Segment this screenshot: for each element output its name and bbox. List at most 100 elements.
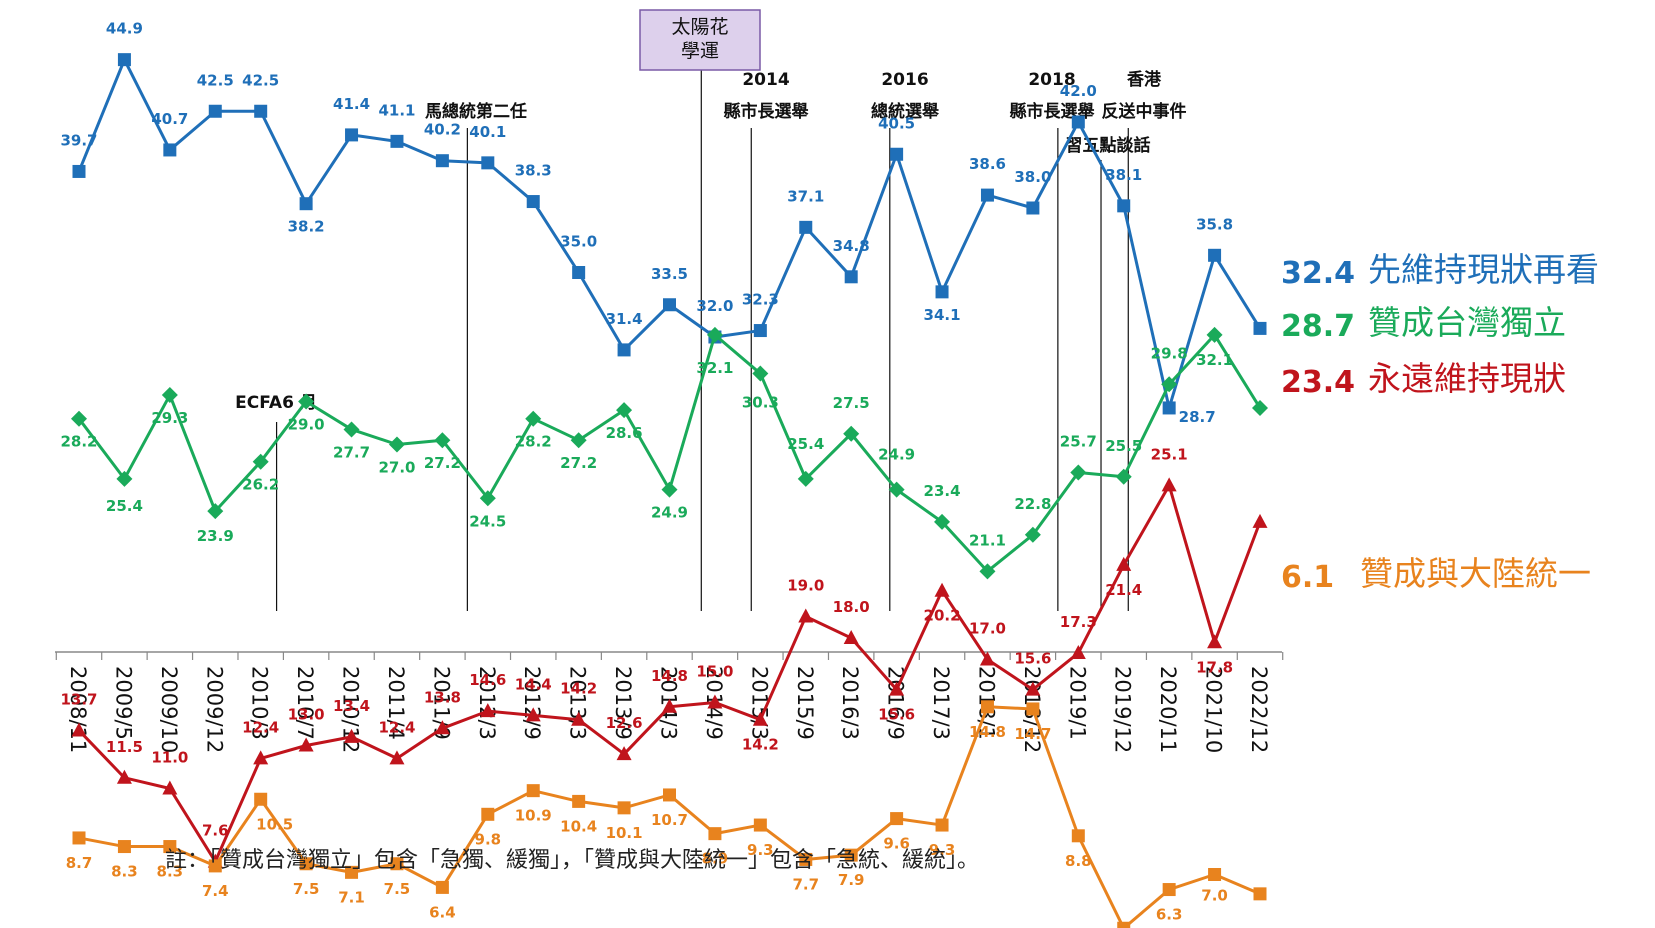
event-label: 馬總統第二任	[425, 101, 527, 122]
data-label: 30.3	[742, 394, 779, 412]
data-label: 42.5	[197, 71, 234, 89]
data-label: 12.4	[378, 718, 415, 736]
data-point	[117, 840, 131, 854]
data-point	[1025, 681, 1041, 696]
data-label: 23.4	[924, 482, 961, 500]
data-label: 14.7	[1014, 725, 1051, 743]
x-tick-label: 2019/1	[1065, 666, 1089, 740]
x-tick-label: 2011/4	[384, 666, 408, 740]
event-label: 反送中事件	[1102, 101, 1187, 122]
data-point	[890, 147, 904, 161]
data-point	[1252, 513, 1268, 528]
data-label: 9.3	[747, 841, 774, 859]
series-name: 永遠維持現狀	[1368, 359, 1566, 398]
data-label: 10.1	[606, 824, 643, 842]
data-label: 21.1	[969, 531, 1006, 549]
data-label: 14.4	[515, 675, 552, 693]
data-point	[934, 513, 951, 530]
data-point	[343, 421, 360, 438]
data-label: 24.9	[651, 504, 688, 522]
data-label: 11.0	[151, 749, 188, 767]
data-label: 28.2	[60, 433, 97, 451]
data-point	[570, 432, 587, 449]
data-point	[207, 503, 224, 520]
data-point	[1252, 399, 1268, 416]
data-point	[797, 470, 814, 487]
data-label: 27.2	[424, 454, 461, 472]
data-label: 25.4	[787, 435, 824, 453]
data-point	[434, 432, 451, 449]
x-tick-label: 2022/12	[1247, 666, 1271, 753]
series-name: 贊成與大陸統一	[1360, 554, 1591, 593]
data-label: 38.0	[1014, 168, 1051, 186]
data-label: 17.0	[969, 620, 1006, 638]
data-label: 8.3	[157, 863, 184, 881]
event-label: 2016	[881, 70, 928, 90]
data-point	[163, 840, 177, 854]
data-label: 7.4	[202, 882, 229, 900]
series-line	[77, 333, 1262, 573]
data-label: 13.4	[333, 697, 370, 715]
event-label: 香港	[1127, 69, 1162, 90]
data-label: 8.7	[66, 854, 93, 872]
data-label: 17.3	[1060, 613, 1097, 631]
data-label: 7.5	[384, 880, 411, 898]
data-point	[1162, 401, 1176, 415]
data-point	[798, 608, 814, 623]
data-point	[617, 343, 631, 357]
event-label: 學運	[681, 40, 719, 62]
data-label: 25.4	[106, 497, 143, 515]
data-label: 28.6	[606, 424, 643, 442]
end-value: 6.1	[1281, 560, 1334, 595]
data-label: 14.8	[651, 667, 688, 685]
data-label: 31.4	[606, 310, 643, 328]
data-label: 28.2	[515, 433, 552, 451]
x-tick-label: 2010/7	[293, 666, 317, 740]
data-point	[980, 700, 994, 714]
x-tick-label: 2016/3	[838, 666, 862, 740]
data-label: 29.0	[288, 416, 325, 434]
data-point	[935, 818, 949, 832]
data-point	[526, 195, 540, 209]
data-point	[254, 104, 268, 118]
data-label: 22.8	[1014, 495, 1051, 513]
data-point	[1024, 526, 1041, 543]
data-point	[1207, 634, 1223, 649]
data-label: 15.6	[1014, 650, 1051, 668]
data-label: 13.8	[424, 688, 461, 706]
data-point	[979, 563, 996, 580]
data-label: 40.1	[469, 123, 506, 141]
data-label: 27.2	[560, 454, 597, 472]
event-label: 總統選舉	[871, 101, 940, 122]
data-label: 17.8	[1196, 658, 1233, 676]
x-tick-label: 2021/10	[1202, 666, 1226, 753]
data-point	[663, 788, 676, 802]
data-label: 10.4	[560, 817, 597, 835]
x-tick-label: 2013/9	[611, 666, 635, 740]
x-tick-label: 2015/9	[793, 666, 817, 740]
data-label: 12.4	[242, 718, 279, 736]
series-name: 贊成台灣獨立	[1368, 303, 1566, 342]
data-point	[161, 387, 178, 404]
data-label: 34.8	[833, 237, 870, 255]
data-point	[208, 104, 222, 118]
data-label: 35.0	[560, 233, 597, 251]
data-label: 32.3	[742, 291, 779, 309]
data-label: 35.8	[1196, 215, 1233, 233]
data-label: 27.7	[333, 443, 370, 461]
data-label: 9.6	[883, 835, 910, 853]
data-point	[1070, 645, 1086, 660]
footnote: 註：「贊成台灣獨立」包含「急獨、緩獨」，「贊成與大陸統一」包含「急統、緩統」。	[165, 848, 980, 873]
data-point	[1071, 115, 1085, 129]
data-point	[934, 582, 950, 597]
data-point	[616, 402, 633, 419]
data-label: 9.3	[929, 841, 956, 859]
x-tick-label: 2017/3	[929, 666, 953, 740]
data-label: 13.0	[288, 706, 325, 724]
data-point	[888, 481, 905, 498]
data-point	[71, 722, 87, 737]
data-label: 15.0	[696, 663, 733, 681]
series-lines	[71, 53, 1268, 928]
data-point	[571, 711, 587, 726]
data-point	[299, 857, 313, 871]
